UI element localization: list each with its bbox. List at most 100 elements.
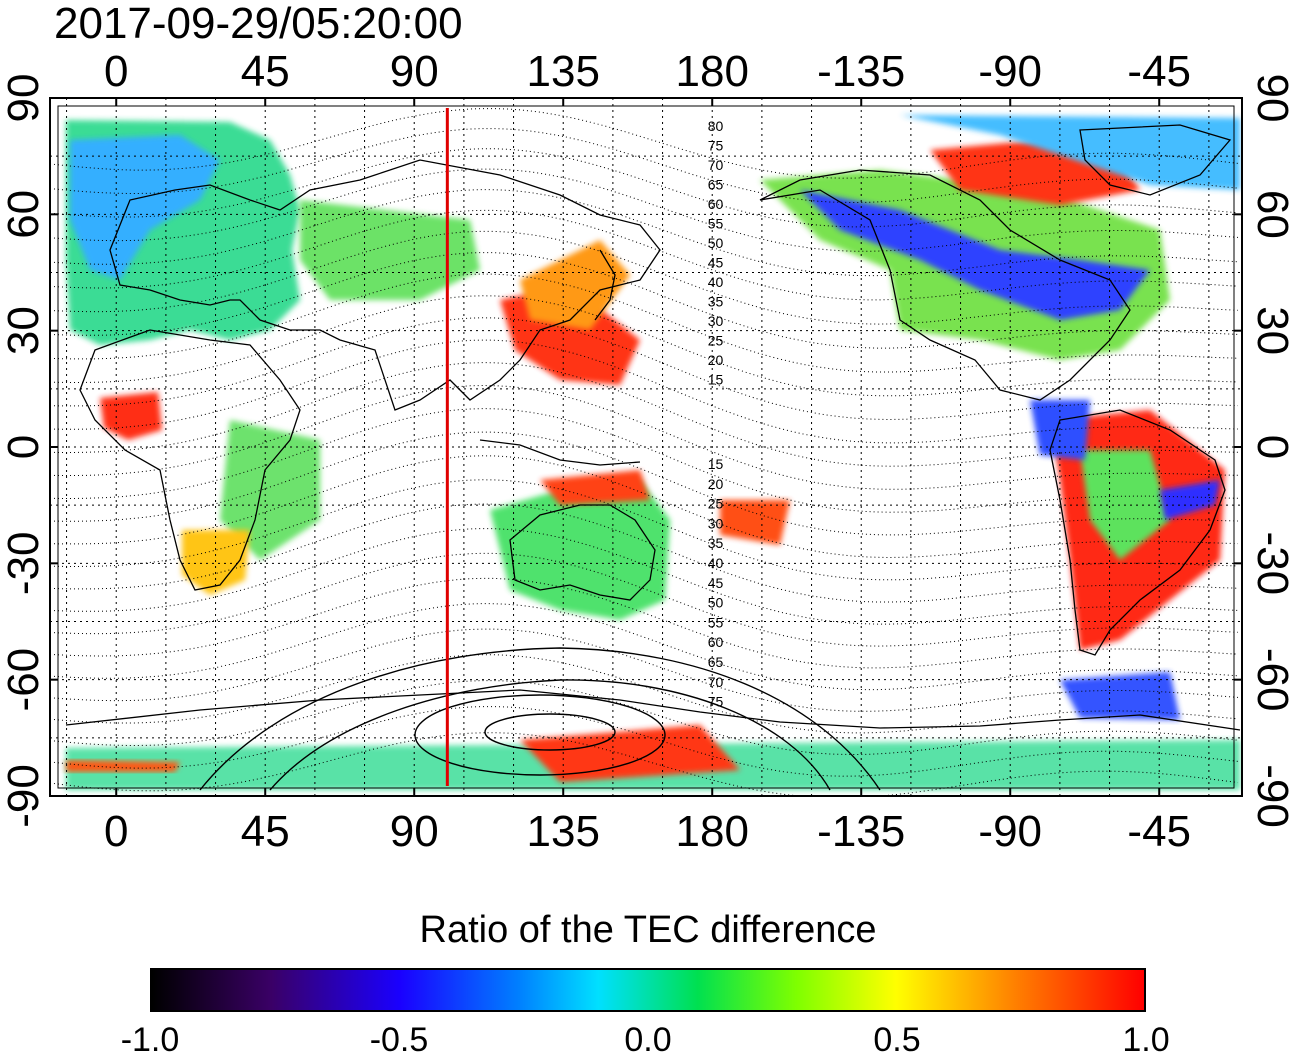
lon-tick-label-top: -45 (1127, 47, 1191, 96)
coastline-north-america (759, 169, 1131, 401)
magnetic-contour (50, 503, 1239, 603)
tec-patch-africa-east (220, 420, 320, 560)
contour-label: 75 (708, 694, 724, 710)
colorbar (150, 968, 1146, 1012)
tec-patch-antarctic-red (520, 725, 740, 782)
lon-tick-label-bottom: -90 (978, 807, 1042, 856)
lon-tick-label-bottom: 180 (676, 807, 749, 856)
lat-tick-label-left: -30 (0, 532, 48, 596)
lon-tick-label-top: -135 (817, 47, 905, 96)
contour-label: 35 (708, 294, 724, 310)
magnetic-contour (50, 479, 1239, 581)
lon-tick-label-bottom: -135 (817, 807, 905, 856)
coastline-greenland (1079, 124, 1232, 196)
contour-label: 70 (708, 157, 724, 173)
magnetic-contour (50, 528, 1239, 625)
colorbar-title: Ratio of the TEC difference (419, 909, 877, 951)
lat-tick-label-left: 0 (0, 435, 48, 459)
coastline-eurasia (109, 159, 661, 411)
colorbar-tick-label: -1.0 (120, 1021, 180, 1059)
timestamp-title: 2017-09-29/05:20:00 (54, 0, 463, 48)
tec-patch-russia (300, 200, 480, 300)
lat-tick-label-right: -30 (1248, 532, 1296, 596)
map-plot: 80 75 70 65 60 55 50 45 40 35 30 25 20 15 15 20 25 30 35 40… (0, 47, 1296, 856)
coastline-antarctica (65, 689, 1241, 731)
contour-label: 80 (708, 118, 724, 134)
coastline-south-america (1049, 409, 1226, 656)
tec-patch-europe-blue (70, 135, 220, 280)
lat-tick-label-left: 60 (0, 190, 48, 239)
contour-label: 40 (708, 555, 724, 571)
pole-contour-mid (414, 694, 666, 776)
tec-patch-indonesia (540, 470, 650, 505)
lon-tick-label-bottom: 135 (527, 807, 600, 856)
lon-tick-label-bottom: 90 (390, 807, 439, 856)
pole-contour-outer2 (199, 647, 881, 791)
coastlines (65, 124, 1241, 731)
magnetic-contour (50, 273, 1239, 373)
coastline-japan (594, 249, 616, 321)
tec-patch-brazil-blue (1160, 480, 1220, 520)
axis-ticks (50, 97, 1242, 797)
contour-label: 15 (708, 456, 724, 472)
tec-patch-africa-west (100, 392, 162, 440)
magnetic-latitude-contours (50, 108, 1239, 796)
pole-contour-outer (269, 679, 831, 791)
contour-label: 40 (708, 274, 724, 290)
tec-patch-arctic-blue (900, 115, 1240, 190)
magnetic-contour (50, 295, 1239, 397)
contour-labels: 80 75 70 65 60 55 50 45 40 35 30 25 20 15 15 20 25 30 35 40… (708, 118, 724, 710)
magnetic-contour (50, 230, 1239, 325)
lon-tick-label-top: 180 (676, 47, 749, 96)
lat-tick-label-left: -90 (0, 764, 48, 828)
lat-tick-label-left: 90 (0, 74, 48, 123)
magnetic-contour (50, 552, 1239, 647)
contour-label: 45 (708, 255, 724, 271)
magnetic-contour (50, 362, 1239, 467)
lat-tick-label-left: 30 (0, 306, 48, 355)
contour-label: 50 (708, 235, 724, 251)
magnetic-contour (50, 339, 1239, 444)
contour-label: 55 (708, 614, 724, 630)
lat-tick-label-right: -60 (1248, 648, 1296, 712)
grid-lines (50, 98, 1242, 796)
contour-label: 35 (708, 535, 724, 551)
coastline-africa (79, 329, 301, 591)
lon-tick-label-bottom: 0 (104, 807, 128, 856)
tec-patch-australia (490, 480, 670, 620)
magnetic-contour (50, 252, 1239, 349)
magnetic-contour (50, 384, 1239, 490)
contour-label: 50 (708, 595, 724, 611)
tec-patch-africa-south (182, 530, 250, 595)
contour-label: 75 (708, 138, 724, 154)
contour-label: 25 (708, 496, 724, 512)
magnetic-contour (50, 577, 1239, 669)
contour-label: 30 (708, 313, 724, 329)
colorbar-tick-label: -0.5 (369, 1021, 429, 1059)
lon-tick-label-top: 0 (104, 47, 128, 96)
lat-tick-label-left: -60 (0, 648, 48, 712)
magnetic-contour (50, 108, 1239, 179)
lon-tick-label-top: 90 (390, 47, 439, 96)
pole-contour-inner (484, 713, 616, 751)
contour-label: 60 (708, 196, 724, 212)
tec-data-patches (66, 115, 1240, 790)
magnetic-contour (50, 431, 1239, 536)
contour-label: 60 (708, 634, 724, 650)
magnetic-contour (50, 455, 1239, 559)
lat-tick-label-right: -90 (1248, 764, 1296, 828)
lon-tick-label-top: 45 (241, 47, 290, 96)
tec-patch-antarctic-west (66, 760, 180, 772)
magnetic-contour (50, 209, 1239, 301)
lat-tick-label-right: 0 (1248, 435, 1296, 459)
tec-patch-canada-blue (800, 190, 1150, 320)
colorbar-tick-label: 0.5 (873, 1021, 921, 1059)
lat-tick-label-right: 90 (1248, 74, 1296, 123)
colorbar-tick-label: 0.0 (624, 1021, 672, 1059)
contour-label: 65 (708, 177, 724, 193)
contour-label: 15 (708, 372, 724, 388)
contour-label: 65 (708, 654, 724, 670)
lat-tick-label-right: 60 (1248, 190, 1296, 239)
tec-patch-japan (520, 240, 630, 330)
lon-tick-label-top: 135 (527, 47, 600, 96)
